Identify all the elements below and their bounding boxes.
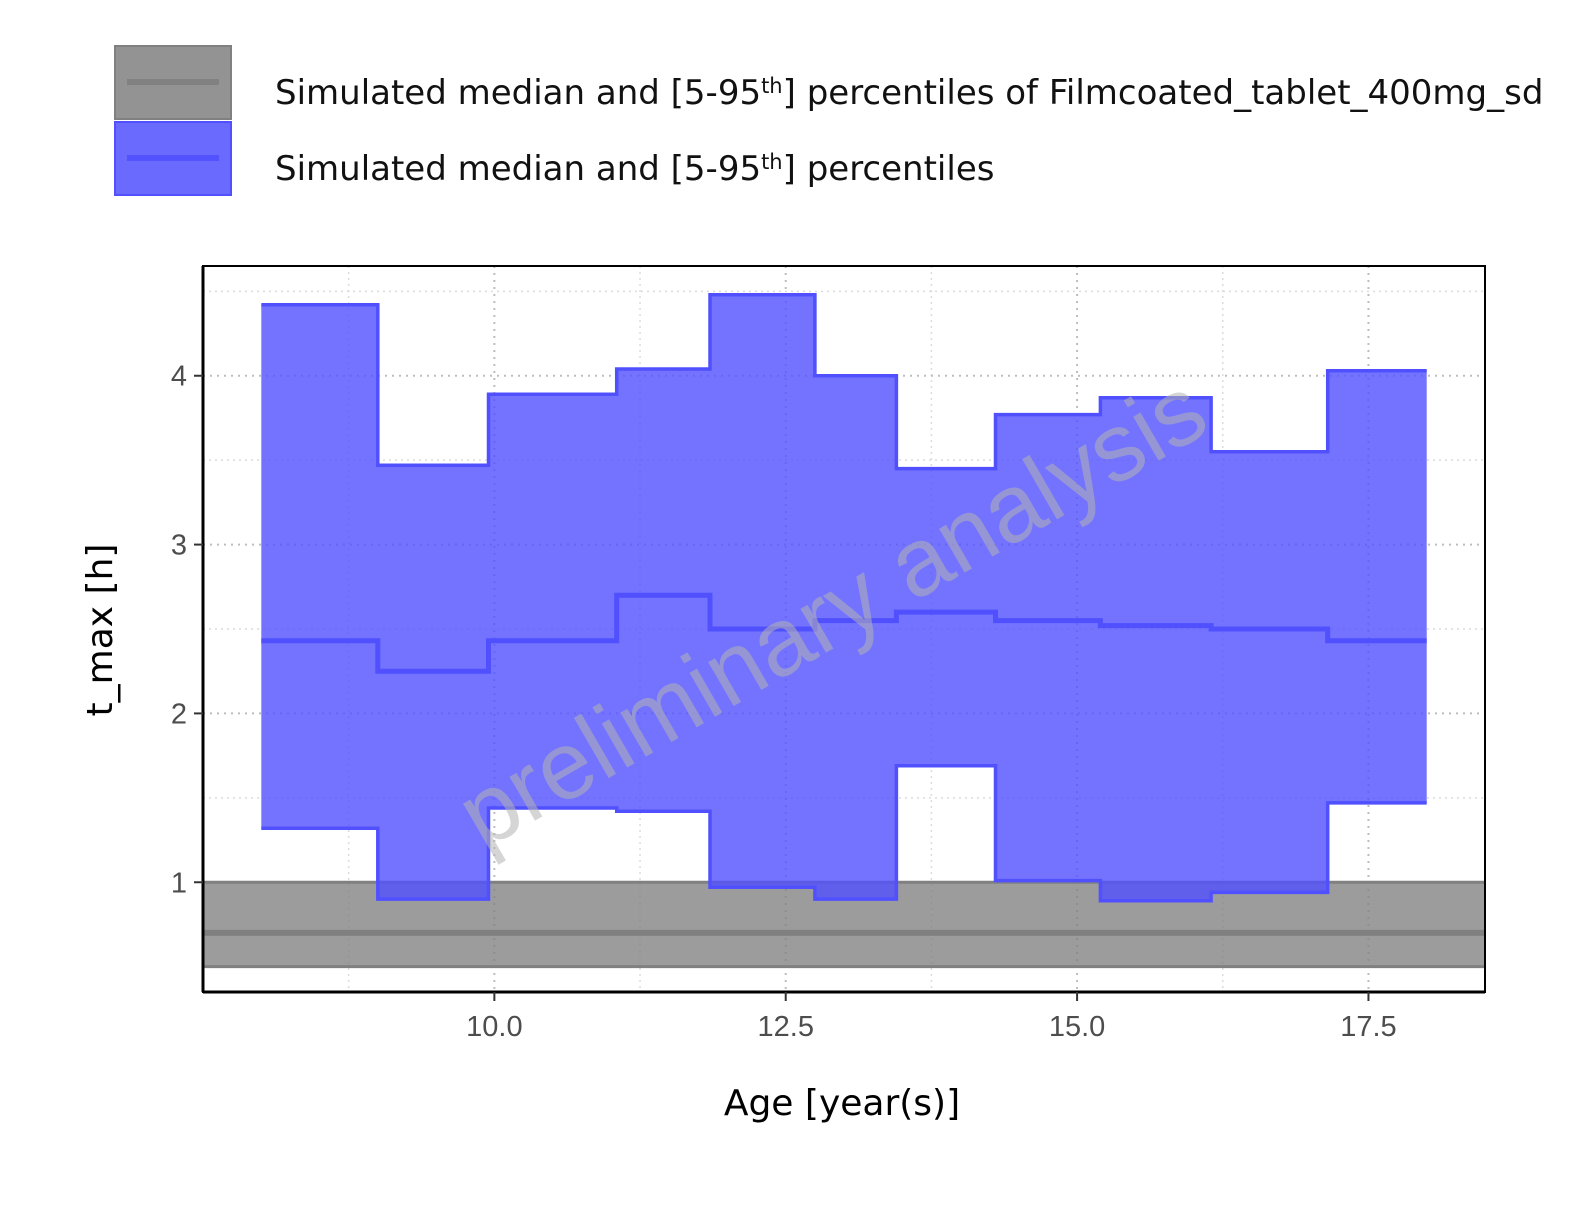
lower-percentile-line bbox=[261, 764, 1427, 903]
x-tick-label: 17.5 bbox=[1340, 1011, 1396, 1043]
y-tick-label: 1 bbox=[171, 867, 187, 899]
percentile-band bbox=[261, 294, 1427, 901]
x-tick-label: 10.0 bbox=[466, 1011, 522, 1043]
y-tick-label: 2 bbox=[171, 698, 187, 730]
legend-label: Simulated median and [5-95th] percentile… bbox=[275, 73, 1543, 113]
legend-label: Simulated median and [5-95th] percentile… bbox=[275, 149, 994, 189]
y-tick-label: 3 bbox=[171, 530, 187, 562]
upper-percentile-line bbox=[261, 292, 1427, 471]
y-axis-title: t_max [h] bbox=[80, 544, 121, 717]
median-line bbox=[261, 592, 1427, 674]
x-tick-label: 15.0 bbox=[1049, 1011, 1105, 1043]
y-tick-label: 4 bbox=[171, 361, 187, 393]
x-tick-label: 12.5 bbox=[758, 1011, 814, 1043]
legend: Simulated median and [5-95th] percentile… bbox=[114, 45, 1543, 196]
series-group bbox=[203, 292, 1485, 969]
x-axis-title: Age [year(s)] bbox=[724, 1083, 960, 1124]
